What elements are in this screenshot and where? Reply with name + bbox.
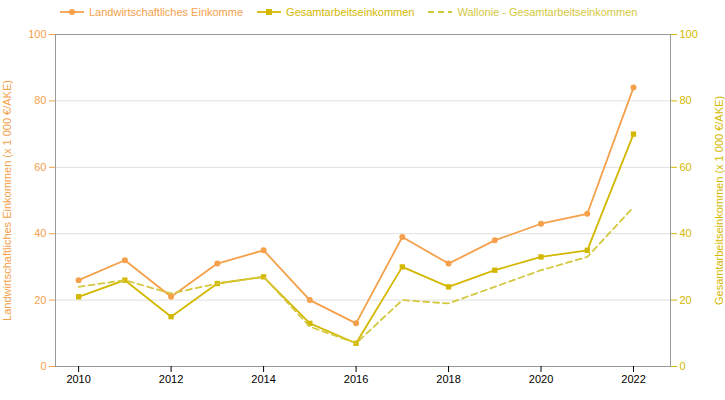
svg-text:60: 60 xyxy=(680,161,692,173)
html-text:Landwirtschaftliches Einkomme: Landwirtschaftliches Einkomme xyxy=(89,6,244,18)
html-text:Gesamtarbeitseinkommen: Gesamtarbeitseinkommen xyxy=(286,6,415,18)
svg-text:60: 60 xyxy=(34,161,46,173)
svg-text:2016: 2016 xyxy=(344,373,368,385)
html-text:Wallonie - Gesamtarbeitseinkom: Wallonie - Gesamtarbeitseinkommen xyxy=(457,6,638,18)
svg-text:20: 20 xyxy=(680,294,692,306)
svg-text:Landwirtschaftliches Einkommen: Landwirtschaftliches Einkommen (x 1 000 … xyxy=(1,80,13,321)
svg-text:2010: 2010 xyxy=(66,373,90,385)
svg-text:2022: 2022 xyxy=(621,373,645,385)
svg-text:0: 0 xyxy=(680,360,686,372)
svg-text:0: 0 xyxy=(40,360,46,372)
svg-text:80: 80 xyxy=(34,94,46,106)
svg-text:2020: 2020 xyxy=(529,373,553,385)
svg-text:40: 40 xyxy=(34,227,46,239)
svg-text:2014: 2014 xyxy=(251,373,275,385)
svg-text:100: 100 xyxy=(680,28,698,40)
svg-text:100: 100 xyxy=(28,28,46,40)
svg-text:Gesamtarbeitseinkommen (x 1 00: Gesamtarbeitseinkommen (x 1 000 €/AKE) xyxy=(713,96,725,305)
svg-text:2018: 2018 xyxy=(436,373,460,385)
svg-text:80: 80 xyxy=(680,94,692,106)
svg-text:2012: 2012 xyxy=(159,373,183,385)
svg-text:40: 40 xyxy=(680,227,692,239)
svg-text:20: 20 xyxy=(34,294,46,306)
